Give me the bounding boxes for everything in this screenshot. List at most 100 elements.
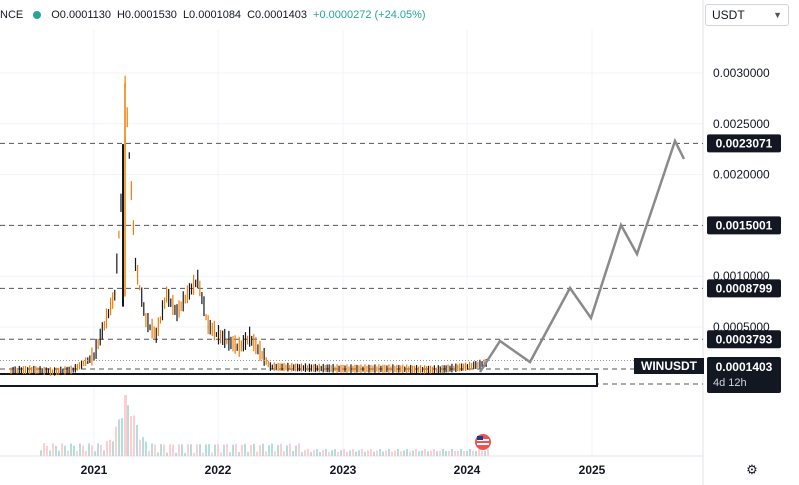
volume-bar — [85, 451, 87, 456]
volume-bar — [100, 444, 102, 456]
volume-bar — [475, 451, 477, 456]
volume-bar — [412, 450, 414, 456]
volume-bar — [469, 449, 471, 456]
volume-bar — [352, 449, 354, 456]
volume-bar — [205, 444, 207, 456]
volume-bar — [277, 445, 279, 456]
volume-bar — [487, 449, 489, 456]
volume-bar — [154, 444, 156, 456]
volume-bar — [40, 450, 42, 456]
volume-bar — [478, 449, 480, 456]
volume-bar — [379, 449, 381, 456]
volume-bar — [385, 450, 387, 456]
volume-bar — [382, 451, 384, 456]
volume-bar — [391, 451, 393, 456]
volume-bar — [52, 443, 54, 456]
x-tick-label: 2022 — [205, 463, 232, 477]
volume-bar — [289, 443, 291, 456]
volume-bar — [226, 443, 228, 456]
volume-bar — [439, 450, 441, 456]
symbol-badge — [634, 358, 704, 374]
volume-bar — [196, 444, 198, 456]
volume-bar — [313, 450, 315, 456]
volume-bar — [79, 443, 81, 456]
x-tick-label: 2021 — [81, 463, 108, 477]
current-price-box — [707, 357, 781, 391]
change-value: +0.0000272 (+24.05%) — [313, 9, 426, 21]
volume-bar — [448, 450, 450, 456]
volume-bar — [250, 444, 252, 456]
volume-bars — [40, 395, 489, 456]
currency-select-value: USDT — [712, 8, 745, 22]
volume-bar — [280, 443, 282, 456]
horizontal-levels — [0, 142, 703, 385]
volume-bar — [238, 452, 240, 456]
volume-bar — [463, 451, 465, 456]
volume-bar — [304, 450, 306, 456]
currency-select[interactable]: USDT ▼ — [705, 4, 789, 26]
volume-bar — [364, 451, 366, 456]
volume-bar — [166, 452, 168, 456]
price-label-text: 0.0008799 — [716, 281, 773, 295]
volume-bar — [43, 443, 45, 456]
volume-bar — [49, 450, 51, 456]
volume-bar — [244, 443, 246, 456]
volume-bar — [259, 445, 261, 456]
volume-bar — [127, 405, 129, 456]
volume-bar — [403, 450, 405, 456]
volume-bar — [298, 443, 300, 456]
volume-bar — [106, 441, 108, 456]
symbol-label[interactable]: NCE — [0, 9, 24, 21]
volume-bar — [418, 451, 420, 456]
high-value: H0.0001530 — [116, 9, 177, 21]
volume-bar — [457, 450, 459, 456]
volume-bar — [322, 450, 324, 456]
gear-icon[interactable]: ⚙ — [746, 462, 758, 477]
volume-bar — [406, 449, 408, 456]
volume-bar — [145, 441, 147, 456]
price-label-text: 0.0015001 — [716, 218, 773, 232]
volume-bar — [220, 452, 222, 456]
volume-bar — [124, 395, 127, 456]
volume-bar — [151, 443, 153, 456]
open-value: O0.0001130 — [51, 9, 111, 21]
volume-bar — [445, 451, 447, 456]
low-value: L0.0001084 — [182, 9, 242, 21]
volume-bar — [187, 444, 189, 456]
volume-bar — [46, 445, 48, 456]
volume-bar — [121, 418, 123, 456]
volume-bar — [451, 449, 453, 456]
close-value: C0.0001403 — [247, 9, 308, 21]
volume-bar — [343, 449, 345, 456]
volume-bar — [211, 452, 213, 456]
x-tick-label: 2023 — [330, 463, 357, 477]
volume-bar — [265, 451, 267, 456]
price-candles — [10, 75, 487, 376]
volume-bar — [481, 450, 483, 456]
volume-bar — [316, 449, 318, 456]
volume-bar — [394, 450, 396, 456]
volume-bar — [358, 450, 360, 456]
volume-bar — [460, 449, 462, 456]
volume-bar — [169, 444, 171, 456]
volume-bar — [484, 451, 486, 456]
volume-bar — [64, 445, 66, 456]
volume-bar — [109, 439, 111, 456]
volume-bar — [295, 445, 297, 456]
volume-bar — [307, 449, 309, 456]
volume-bar — [67, 450, 69, 456]
volume-bar — [181, 444, 183, 456]
volume-bar — [454, 451, 456, 456]
volume-bar — [88, 443, 90, 456]
volume-bar — [292, 451, 294, 456]
volume-bar — [361, 449, 363, 456]
volume-bar — [91, 445, 93, 456]
volume-bar — [433, 449, 435, 456]
y-tick-label: 0.0025000 — [713, 117, 770, 131]
volume-bar — [325, 449, 327, 456]
volume-bar — [340, 450, 342, 456]
volume-bar — [70, 443, 72, 456]
volume-bar — [58, 450, 60, 456]
volume-bar — [319, 452, 321, 456]
